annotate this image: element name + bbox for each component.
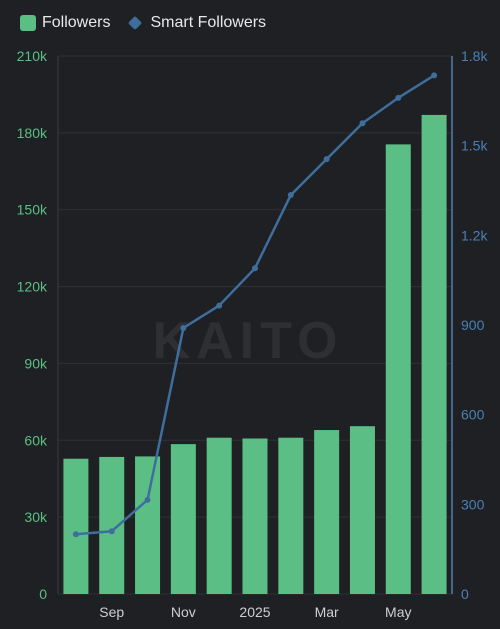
bar-followers xyxy=(349,426,375,594)
x-tick-label: Nov xyxy=(171,604,196,620)
bar-followers xyxy=(63,458,89,594)
bar-followers xyxy=(278,437,304,594)
legend: Followers Smart Followers xyxy=(20,14,266,32)
y-right-tick-label: 0 xyxy=(461,586,469,602)
x-tick-label: Sep xyxy=(99,604,124,620)
y-right-tick-label: 1.2k xyxy=(461,227,488,243)
point-smart-followers xyxy=(180,324,187,331)
y-right-tick-label: 600 xyxy=(461,407,485,423)
legend-item-smart-followers[interactable]: Smart Followers xyxy=(126,14,266,32)
legend-item-followers[interactable]: Followers xyxy=(20,14,110,32)
bar-followers xyxy=(421,114,447,594)
y-left-tick-label: 180k xyxy=(17,125,48,141)
y-left-tick-label: 90k xyxy=(24,355,48,371)
y-left-tick-label: 150k xyxy=(17,202,48,218)
bar-followers xyxy=(242,438,268,594)
bar-followers xyxy=(314,430,340,594)
point-smart-followers xyxy=(216,302,223,309)
point-smart-followers xyxy=(108,528,115,535)
legend-label-followers: Followers xyxy=(42,14,111,31)
watermark-logo: KAITO xyxy=(153,312,344,370)
legend-label-smart-followers: Smart Followers xyxy=(150,14,267,31)
bar-followers xyxy=(170,444,196,594)
y-left-tick-label: 0 xyxy=(39,586,47,602)
point-smart-followers xyxy=(252,265,258,272)
bar-followers xyxy=(99,456,125,594)
y-right-tick-label: 1.5k xyxy=(461,138,488,154)
point-smart-followers xyxy=(431,72,438,79)
y-left-tick-label: 30k xyxy=(24,509,48,525)
y-right-tick-label: 900 xyxy=(461,317,485,333)
bar-followers xyxy=(385,144,411,594)
x-tick-label: 2025 xyxy=(239,604,270,620)
bar-followers xyxy=(135,456,161,594)
bar-followers xyxy=(206,437,232,594)
point-smart-followers xyxy=(287,191,294,198)
y-right-tick-label: 300 xyxy=(461,496,485,512)
bar-swatch-icon xyxy=(20,15,36,31)
y-left-tick-label: 210k xyxy=(17,48,48,64)
x-tick-label: May xyxy=(385,604,411,620)
point-smart-followers xyxy=(323,156,330,163)
point-smart-followers xyxy=(144,496,151,503)
y-left-tick-label: 120k xyxy=(17,279,48,295)
point-smart-followers xyxy=(395,94,402,101)
point-smart-followers xyxy=(72,531,79,538)
x-tick-label: Mar xyxy=(315,604,339,620)
point-smart-followers xyxy=(359,120,366,127)
y-right-tick-label: 1.8k xyxy=(461,48,488,64)
y-left-tick-label: 60k xyxy=(24,432,48,448)
